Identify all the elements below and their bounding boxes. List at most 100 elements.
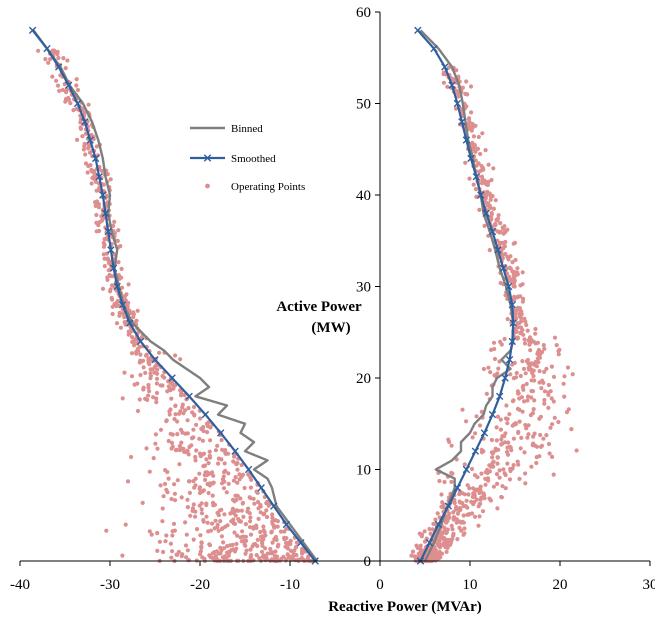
operating-point: [522, 399, 527, 404]
operating-point: [162, 481, 168, 487]
operating-point: [166, 384, 171, 389]
operating-point: [283, 544, 288, 549]
operating-point: [135, 408, 141, 414]
legend-entry: Operating Points: [231, 181, 305, 193]
operating-point: [519, 312, 524, 317]
smoothed-marker: [430, 44, 438, 53]
smoothed-marker: [270, 502, 278, 510]
operating-point: [542, 346, 547, 351]
operating-point: [493, 223, 498, 228]
operating-point: [111, 223, 116, 228]
smoothed-marker: [458, 118, 466, 126]
operating-point: [185, 505, 190, 510]
smoothed-marker: [488, 227, 497, 236]
operating-point: [485, 189, 490, 194]
operating-point: [118, 325, 123, 330]
operating-point: [219, 437, 224, 443]
operating-point: [531, 434, 536, 439]
operating-point: [106, 268, 111, 273]
operating-point: [447, 511, 452, 516]
operating-point: [467, 486, 472, 491]
operating-point: [197, 436, 202, 441]
operating-point: [86, 102, 91, 107]
operating-point: [100, 286, 106, 291]
smoothed-marker: [453, 99, 462, 108]
operating-point: [491, 166, 496, 171]
operating-point: [442, 536, 447, 541]
operating-point: [85, 170, 90, 175]
operating-point: [505, 461, 510, 466]
operating-point: [248, 554, 253, 560]
operating-point: [458, 500, 463, 505]
operating-point: [521, 387, 526, 392]
operating-point: [232, 530, 237, 535]
operating-point: [513, 257, 518, 263]
operating-point: [471, 134, 476, 139]
operating-point: [260, 538, 265, 543]
operating-point: [449, 523, 454, 529]
operating-point: [484, 391, 489, 396]
operating-point: [428, 555, 433, 561]
operating-point: [90, 154, 95, 159]
y-tick-label: 20: [356, 371, 371, 387]
operating-point: [93, 179, 99, 184]
operating-point: [91, 168, 96, 174]
operating-point: [256, 506, 261, 511]
operating-point: [179, 495, 184, 500]
operating-point: [248, 547, 253, 552]
x-tick-label: 10: [463, 577, 478, 593]
operating-point: [260, 554, 265, 559]
operating-point: [151, 395, 156, 400]
operating-point: [191, 404, 197, 410]
operating-point: [442, 479, 447, 485]
operating-point: [83, 152, 88, 157]
operating-point: [505, 416, 510, 422]
operating-point: [251, 496, 256, 501]
operating-point: [235, 533, 240, 538]
operating-point: [525, 357, 531, 363]
operating-point: [455, 537, 460, 542]
operating-point: [434, 556, 439, 561]
operating-point: [74, 77, 79, 82]
operating-point: [243, 522, 248, 527]
operating-point: [556, 419, 561, 425]
operating-point: [48, 57, 53, 62]
operating-point: [255, 537, 260, 543]
operating-point: [451, 533, 456, 539]
operating-point: [153, 432, 158, 437]
operating-point: [213, 448, 218, 453]
operating-point: [525, 398, 530, 403]
operating-point: [471, 491, 476, 496]
operating-point: [258, 502, 263, 507]
operating-point: [223, 448, 228, 453]
operating-point: [498, 221, 503, 226]
operating-point: [574, 448, 579, 453]
operating-point: [240, 501, 245, 506]
operating-point: [222, 512, 227, 517]
operating-point: [201, 519, 206, 524]
operating-point: [554, 343, 559, 348]
operating-point: [185, 548, 190, 553]
operating-point: [43, 57, 48, 62]
operating-point: [513, 375, 519, 380]
y-tick-label: 0: [364, 554, 372, 570]
operating-point: [122, 315, 127, 320]
operating-point: [161, 549, 166, 555]
operating-point: [495, 414, 500, 419]
operating-point: [109, 295, 114, 301]
operating-point: [481, 491, 486, 496]
operating-point: [503, 229, 508, 234]
operating-point: [260, 543, 265, 549]
operating-point: [168, 541, 173, 546]
operating-point: [497, 359, 502, 364]
operating-point: [503, 486, 508, 491]
operating-point: [489, 437, 494, 443]
operating-point: [557, 347, 562, 352]
operating-point: [474, 194, 479, 199]
operating-point: [205, 520, 210, 525]
operating-point: [116, 228, 121, 233]
operating-point: [214, 549, 219, 554]
operating-point: [535, 356, 540, 361]
operating-point: [192, 413, 197, 418]
